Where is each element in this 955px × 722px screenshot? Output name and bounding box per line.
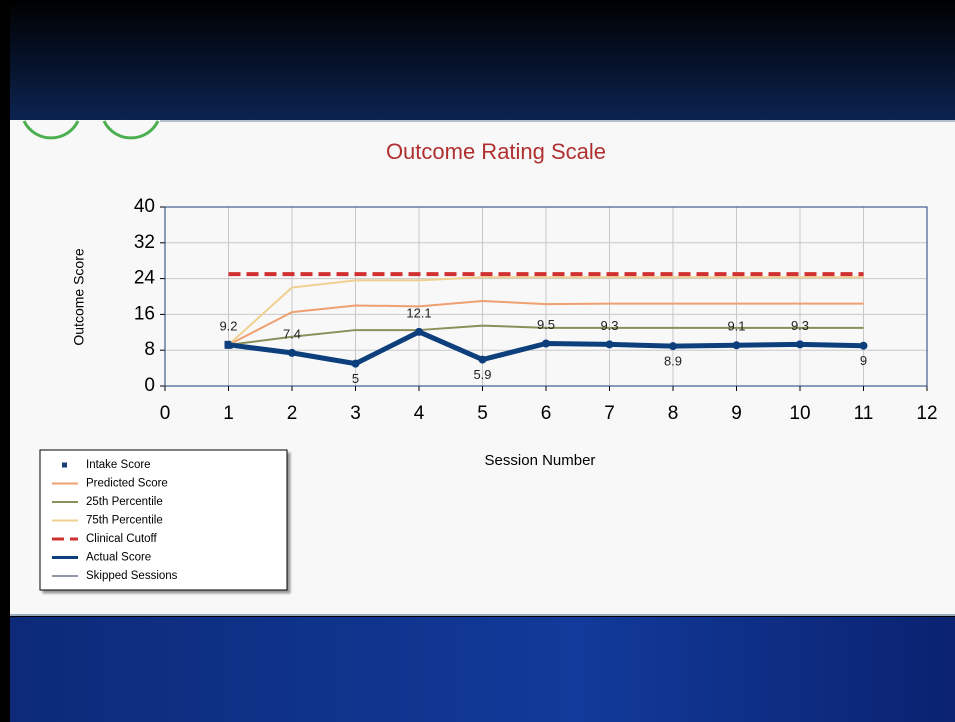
data-label: 8.9 — [664, 354, 682, 369]
x-tick-label: 0 — [160, 403, 171, 424]
point — [478, 355, 487, 364]
x-tick-label: 6 — [541, 403, 552, 424]
point — [796, 340, 804, 349]
series-line — [227, 276, 864, 346]
legend-label: 75th Percentile — [86, 515, 163, 527]
point — [415, 327, 423, 336]
legend-label: Clinical Cutoff — [86, 533, 158, 545]
legend-label: Actual Score — [86, 552, 151, 564]
x-tick-label: 2 — [287, 403, 298, 424]
legend-label: Skipped Sessions — [86, 570, 178, 582]
data-label: 9.2 — [219, 318, 237, 333]
x-tick-label: 3 — [350, 403, 361, 424]
data-label: 9.3 — [600, 318, 618, 333]
x-tick-label: 1 — [223, 403, 234, 424]
point — [351, 359, 360, 368]
data-label: 9 — [860, 353, 867, 368]
y-tick-label: 40 — [134, 196, 155, 217]
x-tick-label: 5 — [477, 403, 488, 424]
data-label: 5 — [352, 371, 359, 386]
chart-title: Outcome Rating Scale — [386, 139, 606, 164]
y-axis-label: Outcome Score — [71, 248, 87, 345]
data-label: 9.1 — [727, 319, 745, 334]
y-tick-label: 8 — [144, 339, 155, 360]
y-tick-label: 0 — [144, 375, 155, 396]
logo-arc — [22, 120, 80, 140]
data-label: 5.9 — [473, 367, 491, 382]
point — [669, 342, 677, 351]
legend-label: 25th Percentile — [86, 496, 163, 508]
y-tick-label: 32 — [134, 232, 155, 253]
x-tick-label: 4 — [414, 403, 425, 424]
logo-arc — [102, 120, 160, 140]
legend — [39, 449, 288, 591]
x-tick-label: 11 — [854, 403, 874, 424]
data-label: 12.1 — [406, 305, 431, 320]
point — [605, 340, 614, 349]
point — [224, 340, 233, 349]
x-tick-label: 9 — [731, 403, 742, 424]
data-label: 9.5 — [537, 317, 555, 332]
data-label: 9.3 — [791, 318, 809, 333]
top-band — [10, 0, 955, 120]
legend-label: Predicted Score — [86, 478, 168, 490]
legend-label: Intake Score — [86, 459, 151, 471]
series-line — [228, 299, 864, 346]
point — [288, 348, 296, 357]
x-tick-label: 8 — [668, 403, 679, 424]
y-tick-label: 16 — [134, 303, 155, 324]
point — [732, 341, 741, 350]
x-tick-label: 12 — [916, 403, 937, 424]
bottom-band — [10, 617, 955, 722]
x-axis-label: Session Number — [485, 452, 596, 469]
x-tick-label: 7 — [604, 403, 615, 424]
y-tick-label: 24 — [134, 268, 156, 289]
legend-swatch — [62, 462, 67, 468]
point — [542, 339, 550, 348]
plot-frame — [164, 206, 928, 387]
point — [859, 341, 868, 350]
x-tick-label: 10 — [789, 403, 810, 424]
series-line — [228, 324, 864, 346]
data-label: 7.4 — [283, 326, 301, 341]
